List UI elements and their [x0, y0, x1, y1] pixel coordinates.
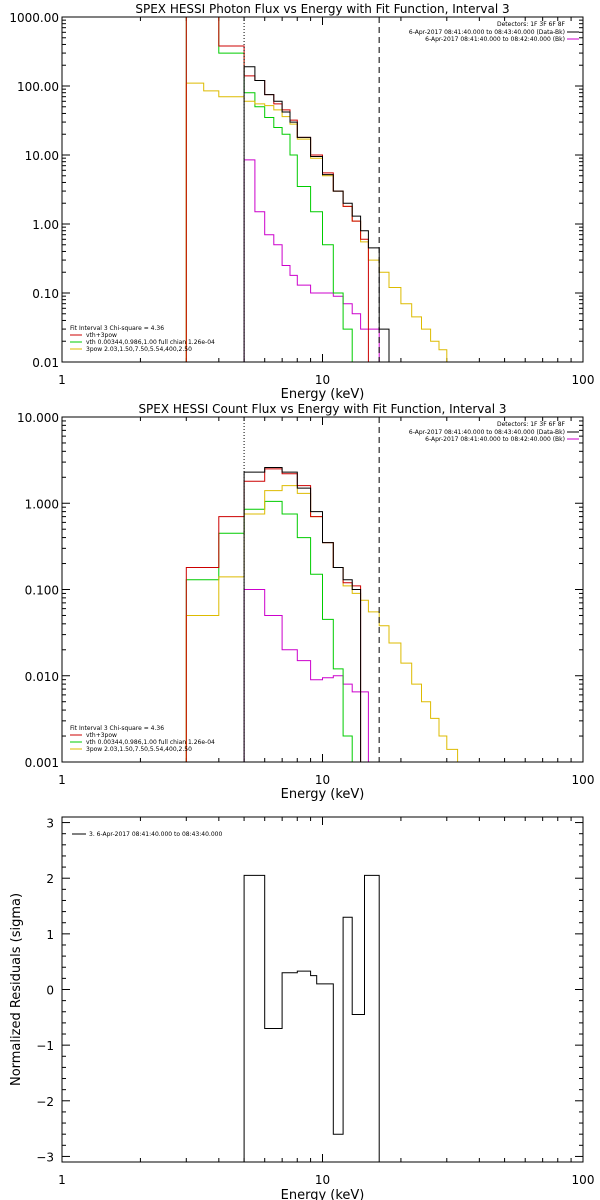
- legend-entry-label: vth+3pow: [86, 332, 117, 339]
- legend-entry-label: 3pow 2.03,1.50,7.50,5.54,400,2.50: [86, 746, 192, 753]
- y-tick-label: 3: [46, 817, 54, 831]
- x-axis-label: Energy (keV): [281, 787, 365, 802]
- x-tick-label: 10: [315, 373, 330, 387]
- y-tick-label: 0.10: [32, 287, 59, 301]
- legend-entry-label: 3pow 2.03,1.50,7.50,5.54,400,2.50: [86, 346, 192, 353]
- legend-entry-label: 6-Apr-2017 08:41:40.000 to 08:43:40.000 …: [409, 29, 565, 36]
- x-tick-label: 100: [572, 373, 595, 387]
- series-line-residuals: [243, 874, 380, 1162]
- y-tick-label: 10.00: [25, 149, 59, 163]
- plot-frame: [61, 16, 584, 363]
- x-tick-label: 100: [572, 1173, 595, 1187]
- series-line-vth: [185, 500, 362, 762]
- legend-entry-label: 6-Apr-2017 08:41:40.000 to 08:42:40.000 …: [425, 36, 565, 43]
- x-tick-label: 1: [58, 773, 66, 787]
- x-tick-label: 10: [315, 773, 330, 787]
- legend-detectors: Detectors: 1F 3F 6F 8F: [497, 421, 566, 428]
- y-tick-label: 0: [46, 984, 54, 998]
- y-tick-label: 1: [46, 928, 54, 942]
- series-line-data-bk: [243, 66, 390, 362]
- series-line-3pow: [185, 485, 459, 762]
- x-tick-label: 1: [58, 1173, 66, 1187]
- y-tick-label: 0.100: [25, 584, 59, 598]
- legend-entry-label: vth+3pow: [86, 732, 117, 739]
- y-tick-label: 1.000: [25, 497, 59, 511]
- legend-fit-interval: Fit Interval 3 Chi-square = 4.36: [70, 725, 164, 732]
- y-tick-label: 0.01: [32, 356, 59, 370]
- chart-title: SPEX HESSI Count Flux vs Energy with Fit…: [138, 402, 506, 416]
- y-tick-label: 100.00: [17, 80, 59, 94]
- legend-entry-label: vth 0.00344,0.986,1.00 full chian 1.26e-…: [86, 339, 215, 346]
- legend-entry-label: vth 0.00344,0.986,1.00 full chian 1.26e-…: [86, 739, 215, 746]
- chart-1: SPEX HESSI Photon Flux vs Energy with Fi…: [9, 2, 595, 402]
- chart-title: SPEX HESSI Photon Flux vs Energy with Fi…: [135, 2, 509, 16]
- series-line-bk: [243, 159, 380, 362]
- y-tick-label: −1: [36, 1039, 54, 1053]
- plot-frame: [61, 416, 584, 763]
- plot-frame: [61, 816, 584, 1163]
- legend-entry-label: 3. 6-Apr-2017 08:41:40.000 to 08:43:40.0…: [89, 831, 222, 838]
- plot-area: [185, 467, 459, 762]
- legend-detectors: Detectors: 1F 3F 6F 8F: [497, 21, 566, 28]
- series-line-data-bk: [243, 467, 362, 762]
- legend-entry-label: 6-Apr-2017 08:41:40.000 to 08:42:40.000 …: [425, 436, 565, 443]
- series-line-vth-3pow: [185, 468, 362, 762]
- x-axis-label: Energy (keV): [281, 1188, 365, 1200]
- y-tick-label: 10.000: [17, 411, 59, 425]
- y-tick-label: −3: [36, 1150, 54, 1164]
- y-tick-label: 1.00: [32, 218, 59, 232]
- x-axis-label: Energy (keV): [281, 387, 365, 402]
- legend-fit-interval: Fit Interval 3 Chi-square = 4.36: [70, 325, 164, 332]
- y-tick-label: 0.010: [25, 670, 59, 684]
- legend-entry-label: 6-Apr-2017 08:41:40.000 to 08:43:40.000 …: [409, 429, 565, 436]
- chart-3: 1 10 100 −3 −2 −1 0 1 2 3 Energy (keV) Normalized R…: [9, 816, 595, 1200]
- y-tick-label: −2: [36, 1095, 54, 1109]
- series-line-vth: [185, 17, 362, 362]
- y-axis-label: Normalized Residuals (sigma): [9, 893, 24, 1086]
- plot-area: [243, 874, 380, 1162]
- x-tick-label: 100: [572, 773, 595, 787]
- series-line-bk: [243, 589, 369, 762]
- y-tick-label: 0.001: [25, 756, 59, 770]
- y-tick-label: 2: [46, 872, 54, 886]
- x-tick-label: 10: [315, 1173, 330, 1187]
- chart-2: SPEX HESSI Count Flux vs Energy with Fit…: [17, 402, 594, 802]
- plot-area: [185, 17, 459, 362]
- y-tick-label: 1000.00: [9, 11, 59, 25]
- x-tick-label: 1: [58, 373, 66, 387]
